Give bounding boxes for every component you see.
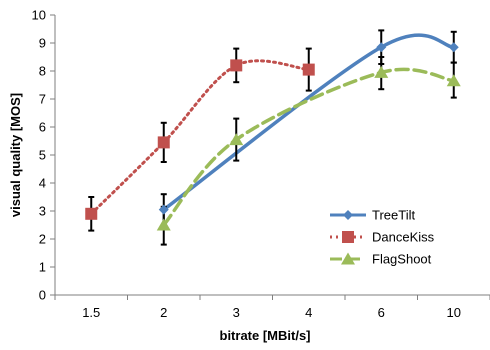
data-point-dancekiss xyxy=(302,63,315,76)
y-axis-title: visual quality [MOS] xyxy=(8,93,23,217)
legend-marker-flagshoot xyxy=(341,252,355,265)
data-point-treetilt xyxy=(158,204,169,215)
y-tick-label: 2 xyxy=(39,232,46,247)
data-point-flagshoot xyxy=(446,74,461,87)
x-tick-label: 1.5 xyxy=(82,305,100,320)
y-tick-label: 6 xyxy=(39,120,46,135)
y-tick-label: 7 xyxy=(39,92,46,107)
series-line-flagshoot xyxy=(162,67,456,227)
y-tick-label: 0 xyxy=(39,288,46,303)
legend-label-treetilt: TreeTilt xyxy=(372,208,415,223)
legend-marker-dancekiss xyxy=(342,231,354,243)
y-tick-label: 5 xyxy=(39,148,46,163)
tick-labels: 0 1 2 3 4 5 6 7 8 9 10 1.5 2 3 4 6 10 xyxy=(32,8,461,321)
series-line-dancekiss xyxy=(89,59,311,216)
y-tick-label: 4 xyxy=(39,176,46,191)
x-tick-label: 10 xyxy=(447,305,461,320)
data-point-flagshoot xyxy=(374,65,389,78)
legend: TreeTilt DanceKiss FlagShoot xyxy=(330,208,435,267)
x-tick-label: 4 xyxy=(305,305,312,320)
x-tick-label: 2 xyxy=(160,305,167,320)
y-tick-label: 10 xyxy=(32,8,46,23)
legend-label-flagshoot: FlagShoot xyxy=(372,252,432,267)
y-tick-label: 8 xyxy=(39,64,46,79)
y-tick-label: 3 xyxy=(39,204,46,219)
data-point-flagshoot xyxy=(156,218,171,231)
data-point-treetilt xyxy=(376,42,387,53)
y-tick-label: 1 xyxy=(39,260,46,275)
x-tick-label: 3 xyxy=(233,305,240,320)
data-point-flagshoot xyxy=(229,133,244,146)
x-axis-title: bitrate [MBit/s] xyxy=(220,328,311,343)
data-point-treetilt xyxy=(448,42,459,53)
y-tick-label: 9 xyxy=(39,36,46,51)
data-point-dancekiss xyxy=(157,136,170,149)
data-point-dancekiss xyxy=(230,59,243,72)
series-line-treetilt xyxy=(162,33,456,212)
series-markers xyxy=(85,42,461,231)
data-point-dancekiss xyxy=(85,207,98,220)
x-tick-label: 6 xyxy=(378,305,385,320)
legend-marker-treetilt xyxy=(343,210,353,220)
series-lines xyxy=(89,33,456,227)
legend-label-dancekiss: DanceKiss xyxy=(372,230,435,245)
axes xyxy=(50,14,490,300)
